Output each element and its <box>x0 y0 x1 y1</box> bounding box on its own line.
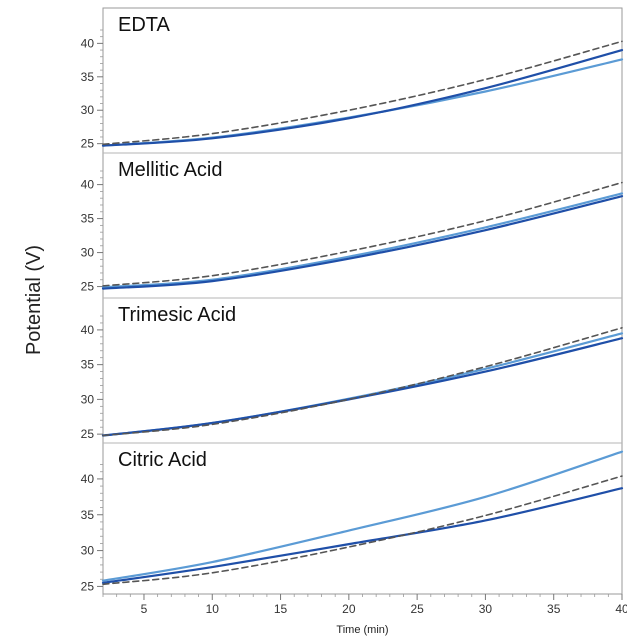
series-line <box>101 192 624 289</box>
y-tick-label: 25 <box>81 280 95 294</box>
y-tick-label: 40 <box>81 178 95 192</box>
y-tick-label: 35 <box>81 70 95 84</box>
y-tick-label: 40 <box>81 323 95 337</box>
x-tick-label: 15 <box>274 602 288 616</box>
series-line <box>101 487 624 584</box>
series-line <box>101 332 624 437</box>
y-tick-label: 30 <box>81 544 95 558</box>
axis-ticks: 25 30 35 40 25 30 35 40 25 30 35 40 25 30 35 40 5 10 15 20 2… <box>81 29 627 616</box>
x-tick-label: 10 <box>206 602 220 616</box>
y-tick-label: 30 <box>81 246 95 260</box>
y-tick-label: 30 <box>81 103 95 117</box>
y-tick-label: 25 <box>81 579 95 593</box>
y-tick-label: 35 <box>81 358 95 372</box>
y-tick-label: 35 <box>81 212 95 226</box>
x-tick-label: 35 <box>547 602 561 616</box>
series-line <box>101 48 624 147</box>
panel-title: EDTA <box>118 14 171 36</box>
y-tick-label: 25 <box>81 427 95 441</box>
x-tick-label: 40 <box>615 602 627 616</box>
y-axis-title: Potential (V) <box>23 245 45 355</box>
series-line <box>101 195 624 290</box>
x-tick-label: 30 <box>479 602 493 616</box>
y-tick-label: 30 <box>81 392 95 406</box>
y-tick-label: 40 <box>81 36 95 50</box>
series-line <box>101 450 624 582</box>
chart-labels: EDTA Mellitic Acid Trimesic Acid Citric Aci… <box>23 14 389 636</box>
panel-title: Mellitic Acid <box>118 159 222 181</box>
panel-title: Trimesic Acid <box>118 304 236 326</box>
x-tick-label: 25 <box>410 602 424 616</box>
series-line <box>102 327 623 437</box>
series-line <box>102 181 623 287</box>
series-line <box>102 475 623 586</box>
series-line <box>102 40 623 146</box>
y-tick-label: 40 <box>81 472 95 486</box>
y-tick-label: 35 <box>81 508 95 522</box>
panel-title: Citric Acid <box>118 449 207 471</box>
x-tick-label: 5 <box>141 602 148 616</box>
series-line <box>101 337 624 437</box>
x-axis-title: Time (min) <box>336 624 388 636</box>
series-lines <box>101 40 624 586</box>
y-tick-label: 25 <box>81 137 95 151</box>
x-tick-label: 20 <box>342 602 356 616</box>
